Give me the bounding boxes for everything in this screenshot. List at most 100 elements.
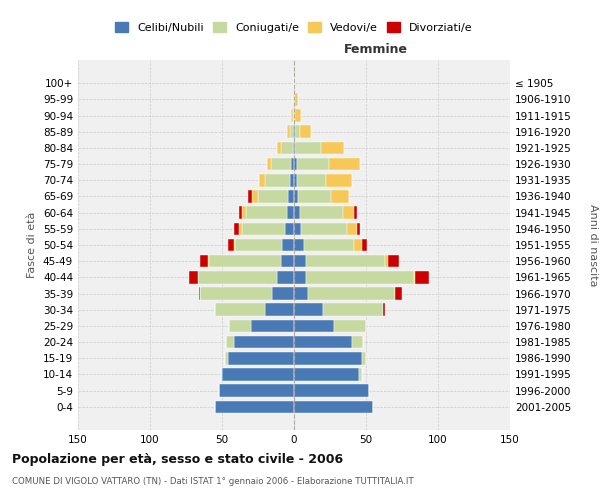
Text: Femmine: Femmine	[344, 44, 408, 57]
Bar	[294, 109, 295, 122]
Bar	[294, 336, 352, 348]
Bar	[228, 352, 294, 364]
Bar	[229, 320, 251, 332]
Bar	[277, 142, 281, 154]
Bar	[248, 190, 252, 203]
Bar	[294, 174, 297, 186]
Bar	[326, 174, 352, 186]
Bar	[294, 304, 323, 316]
Text: Popolazione per età, sesso e stato civile - 2006: Popolazione per età, sesso e stato civil…	[12, 452, 343, 466]
Bar	[291, 158, 294, 170]
Bar	[197, 271, 277, 283]
Bar	[295, 142, 322, 154]
Bar	[395, 287, 402, 300]
Bar	[294, 126, 295, 138]
Bar	[288, 190, 294, 203]
Bar	[355, 206, 358, 219]
Bar	[294, 93, 295, 106]
Bar	[383, 304, 385, 316]
Bar	[388, 255, 399, 268]
Bar	[283, 238, 294, 252]
Bar	[294, 158, 297, 170]
Bar	[293, 109, 294, 122]
Y-axis label: Fasce di età: Fasce di età	[28, 212, 37, 278]
Bar	[247, 206, 287, 219]
Text: COMUNE DI VIGOLO VATTARO (TN) - Dati ISTAT 1° gennaio 2006 - Elaborazione TUTTIT: COMUNE DI VIGOLO VATTARO (TN) - Dati IST…	[12, 477, 413, 486]
Bar	[294, 400, 373, 413]
Bar	[347, 222, 358, 235]
Y-axis label: Anni di nascita: Anni di nascita	[588, 204, 598, 286]
Bar	[294, 384, 369, 397]
Bar	[359, 368, 362, 381]
Bar	[199, 287, 200, 300]
Bar	[294, 271, 305, 283]
Bar	[385, 255, 388, 268]
Bar	[235, 238, 283, 252]
Bar	[266, 158, 271, 170]
Bar	[271, 158, 291, 170]
Bar	[294, 287, 308, 300]
Bar	[293, 142, 294, 154]
Bar	[228, 238, 233, 252]
Bar	[209, 255, 281, 268]
Bar	[215, 400, 294, 413]
Bar	[297, 158, 329, 170]
Bar	[358, 222, 360, 235]
Bar	[277, 271, 294, 283]
Bar	[331, 190, 349, 203]
Bar	[287, 126, 290, 138]
Bar	[293, 126, 294, 138]
Bar	[355, 238, 362, 252]
Bar	[208, 255, 209, 268]
Bar	[265, 174, 290, 186]
Bar	[225, 352, 228, 364]
Bar	[200, 255, 208, 268]
Bar	[242, 206, 247, 219]
Bar	[294, 142, 295, 154]
Bar	[226, 336, 233, 348]
Bar	[219, 384, 294, 397]
Bar	[413, 271, 415, 283]
Bar	[200, 287, 272, 300]
Bar	[308, 287, 395, 300]
Bar	[252, 190, 258, 203]
Bar	[352, 336, 363, 348]
Bar	[233, 336, 294, 348]
Bar	[294, 255, 305, 268]
Bar	[294, 352, 362, 364]
Bar	[294, 320, 334, 332]
Bar	[222, 368, 294, 381]
Bar	[242, 222, 286, 235]
Bar	[334, 320, 366, 332]
Bar	[362, 238, 367, 252]
Bar	[294, 222, 301, 235]
Bar	[298, 190, 331, 203]
Bar	[295, 109, 301, 122]
Bar	[215, 304, 265, 316]
Bar	[251, 320, 294, 332]
Bar	[294, 368, 359, 381]
Bar	[281, 142, 293, 154]
Bar	[293, 93, 294, 106]
Bar	[297, 174, 326, 186]
Bar	[272, 287, 294, 300]
Bar	[343, 206, 355, 219]
Legend: Celibi/Nubili, Coniugati/e, Vedovi/e, Divorziati/e: Celibi/Nubili, Coniugati/e, Vedovi/e, Di…	[111, 18, 477, 37]
Bar	[281, 255, 294, 268]
Bar	[286, 222, 294, 235]
Bar	[300, 206, 343, 219]
Bar	[189, 271, 197, 283]
Bar	[287, 206, 294, 219]
Bar	[233, 238, 235, 252]
Bar	[301, 222, 347, 235]
Bar	[239, 222, 242, 235]
Bar	[295, 126, 300, 138]
Bar	[305, 255, 385, 268]
Bar	[415, 271, 430, 283]
Bar	[294, 190, 298, 203]
Bar	[290, 126, 293, 138]
Bar	[265, 304, 294, 316]
Bar	[322, 142, 344, 154]
Bar	[362, 352, 366, 364]
Bar	[323, 304, 383, 316]
